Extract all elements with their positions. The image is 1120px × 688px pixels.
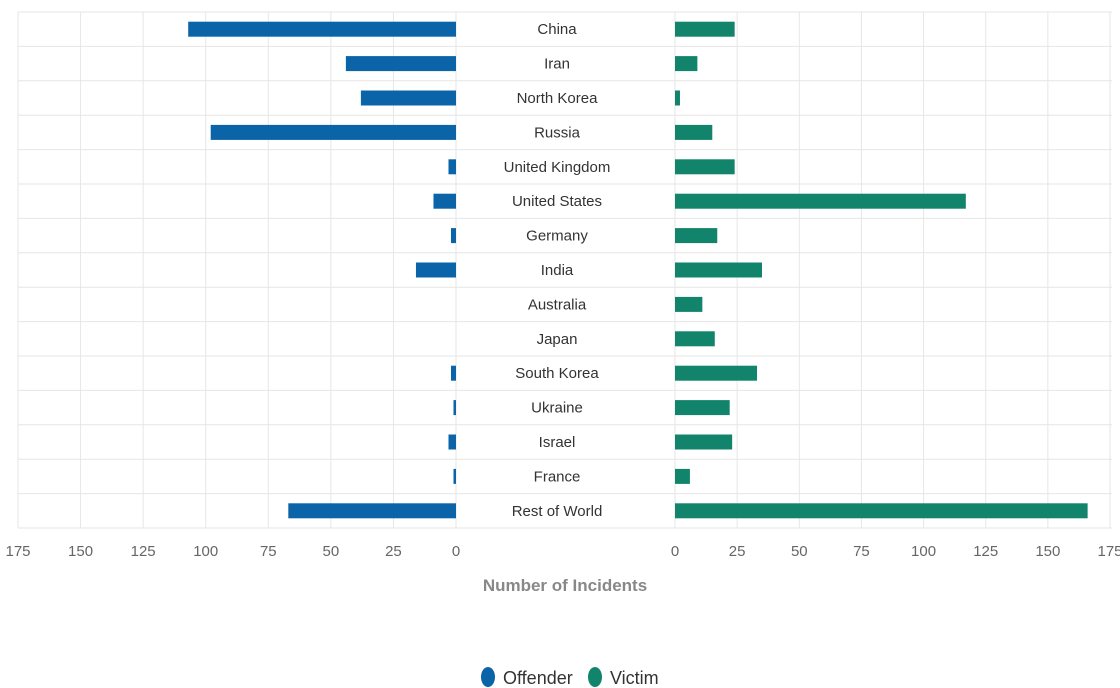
tick-label: 25 — [729, 543, 746, 560]
tick-label: 75 — [853, 543, 870, 560]
bar-offender-israel[interactable] — [448, 435, 456, 450]
tick-label: 25 — [385, 543, 402, 560]
tick-label: 50 — [323, 543, 340, 560]
bar-offender-france[interactable] — [453, 469, 456, 484]
legend-swatch — [481, 667, 495, 687]
category-labels: China Iran North Korea Russia United Kingdom… — [504, 21, 611, 520]
bar-offender-south-korea[interactable] — [451, 366, 456, 381]
category-label: North Korea — [517, 90, 599, 107]
bar-victim-ukraine[interactable] — [675, 400, 730, 415]
category-label: China — [537, 21, 577, 38]
bar-offender-germany[interactable] — [451, 228, 456, 243]
tick-label: 0 — [452, 543, 460, 560]
legend-item-victim[interactable]: Victim — [588, 667, 659, 688]
bar-offender-north-korea[interactable] — [361, 91, 456, 106]
legend-item-offender[interactable]: Offender — [481, 667, 573, 688]
category-label: United States — [512, 193, 602, 210]
bar-offender-china[interactable] — [188, 22, 456, 37]
bar-victim-russia[interactable] — [675, 125, 712, 140]
category-label: Australia — [528, 296, 587, 313]
category-label: Russia — [534, 124, 581, 141]
bar-offender-united-states[interactable] — [433, 194, 456, 209]
legend[interactable]: Offender Victim — [481, 667, 659, 688]
bar-offender-ukraine[interactable] — [453, 400, 456, 415]
bar-victim-china[interactable] — [675, 22, 735, 37]
category-label: India — [541, 262, 574, 279]
category-label: Iran — [544, 56, 570, 73]
tick-label: 125 — [131, 543, 156, 560]
bar-victim-south-korea[interactable] — [675, 366, 757, 381]
legend-label: Victim — [610, 668, 659, 688]
tick-label: 100 — [911, 543, 936, 560]
bar-victim-rest-of-world[interactable] — [675, 503, 1088, 518]
category-label: Japan — [537, 331, 578, 348]
category-label: Ukraine — [531, 400, 583, 417]
bar-victim-germany[interactable] — [675, 228, 717, 243]
bar-victim-france[interactable] — [675, 469, 690, 484]
category-label: South Korea — [515, 365, 599, 382]
bar-victim-india[interactable] — [675, 263, 762, 278]
tick-label: 0 — [671, 543, 679, 560]
x-ticks: 0 0 25 25 50 50 75 75 100 100 125 125 150 150 175 175 — [5, 543, 1120, 560]
category-label: France — [534, 468, 581, 485]
bar-offender-india[interactable] — [416, 263, 456, 278]
category-label: Rest of World — [512, 503, 603, 520]
bars — [188, 22, 1087, 519]
bar-victim-north-korea[interactable] — [675, 91, 680, 106]
legend-swatch — [588, 667, 602, 687]
x-axis-label: Number of Incidents — [483, 576, 647, 595]
tick-label: 125 — [973, 543, 998, 560]
bar-offender-united-kingdom[interactable] — [448, 159, 456, 174]
tick-label: 150 — [68, 543, 93, 560]
bar-victim-united-states[interactable] — [675, 194, 966, 209]
bar-victim-australia[interactable] — [675, 297, 702, 312]
tick-label: 175 — [1097, 543, 1120, 560]
bar-offender-iran[interactable] — [346, 56, 456, 71]
bar-offender-rest-of-world[interactable] — [288, 503, 456, 518]
category-label: United Kingdom — [504, 159, 611, 176]
bar-victim-japan[interactable] — [675, 331, 715, 346]
tick-label: 75 — [260, 543, 277, 560]
tick-label: 150 — [1035, 543, 1060, 560]
category-label: Israel — [539, 434, 576, 451]
tick-label: 175 — [5, 543, 30, 560]
bar-victim-united-kingdom[interactable] — [675, 159, 735, 174]
bar-offender-russia[interactable] — [211, 125, 456, 140]
bar-victim-iran[interactable] — [675, 56, 697, 71]
tick-label: 50 — [791, 543, 808, 560]
category-label: Germany — [526, 228, 588, 245]
legend-label: Offender — [503, 668, 573, 688]
tick-label: 100 — [193, 543, 218, 560]
bar-victim-israel[interactable] — [675, 435, 732, 450]
